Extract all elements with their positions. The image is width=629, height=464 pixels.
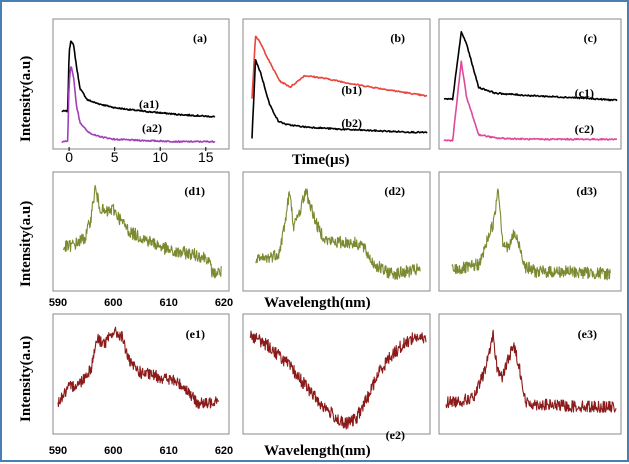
x-axis-label-row3: Wavelength(nm)	[264, 443, 371, 459]
series-line-b-b2	[251, 59, 428, 139]
panel-frame-a	[52, 18, 230, 150]
series-line-e3-0	[445, 329, 617, 414]
chart-marks: (a) (a1) (a2) 0 5 10 15 (b) (b1) (b2) (c) (c1) (c2) (…	[49, 31, 618, 457]
panel-label-a: (a)	[193, 31, 207, 45]
series-label-a2: (a2)	[142, 121, 162, 135]
panel-label-c: (c)	[584, 31, 597, 45]
series-line-a-a2	[61, 66, 216, 144]
panel-frame-d1	[52, 171, 230, 292]
series-line-e2-0	[249, 330, 427, 430]
x-tick-label-e1-3: 620	[215, 445, 233, 457]
panel-label-e2: (e2)	[386, 428, 405, 442]
y-axis-label-row3: Intensity(a.u)	[18, 336, 34, 422]
panel-label-d1: (d1)	[184, 184, 205, 198]
panel-frame-e1	[52, 313, 230, 435]
series-label-c2: (c2)	[575, 122, 594, 136]
series-line-c-c2	[443, 60, 618, 142]
x-tick-label-d1-1: 600	[104, 297, 122, 309]
x-tick-label-e1-0: 590	[49, 445, 67, 457]
panel-frame-d3	[438, 171, 622, 292]
x-tick-label-a-1: 5	[111, 149, 119, 165]
series-label-c1: (c1)	[575, 86, 594, 100]
panel-label-b: (b)	[390, 31, 405, 45]
series-line-d3-0	[451, 188, 611, 281]
x-tick-label-d1-0: 590	[49, 297, 67, 309]
series-label-a1: (a1)	[139, 97, 159, 111]
panel-frame-d2	[242, 171, 431, 292]
panel-label-d2: (d2)	[384, 184, 405, 198]
series-line-d1-0	[62, 184, 222, 279]
x-tick-label-a-3: 15	[198, 149, 214, 165]
series-line-a-a1	[61, 40, 216, 118]
series-label-b2: (b2)	[341, 116, 362, 130]
y-axis-label-row2: Intensity(a.u)	[18, 201, 34, 287]
x-axis-label-row2: Wavelength(nm)	[264, 295, 371, 311]
panel-frame-c	[438, 18, 622, 150]
x-tick-label-a-2: 10	[152, 149, 168, 165]
x-tick-label-e1-2: 610	[160, 445, 178, 457]
panel-frame-e3	[438, 313, 622, 435]
series-line-b-b1	[251, 35, 428, 99]
panel-frame-e2	[242, 313, 431, 435]
panel-label-e3: (e3)	[578, 327, 597, 341]
panel-frame-b	[242, 18, 431, 150]
series-line-e1-0	[57, 326, 220, 409]
panel-label-d3: (d3)	[576, 184, 597, 198]
series-line-d2-0	[255, 188, 421, 281]
x-tick-label-e1-1: 600	[104, 445, 122, 457]
panel-frames	[52, 18, 622, 435]
x-tick-label-d1-2: 610	[160, 297, 178, 309]
panel-label-e1: (e1)	[186, 327, 205, 341]
series-line-c-c1	[443, 31, 618, 102]
series-label-b1: (b1)	[341, 83, 362, 97]
y-axis-label-row1: Intensity(a.u)	[18, 56, 34, 142]
x-tick-label-a-0: 0	[65, 149, 73, 165]
x-axis-label-row1: Time(µs)	[292, 152, 350, 168]
x-tick-label-d1-3: 620	[215, 297, 233, 309]
